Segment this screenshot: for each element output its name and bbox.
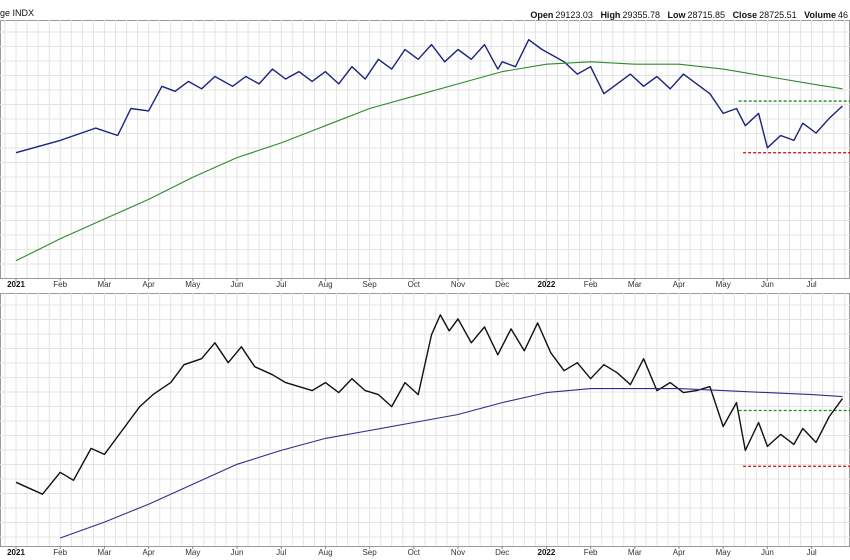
x-tick-label: May bbox=[185, 280, 200, 289]
plot-area bbox=[15, 39, 850, 262]
x-tick-label: Mar bbox=[628, 548, 642, 557]
x-tick-label: Oct bbox=[408, 548, 421, 557]
price-points bbox=[15, 39, 843, 153]
x-tick-label: Apr bbox=[673, 280, 686, 289]
ma-points bbox=[15, 61, 843, 261]
x-tick-label: May bbox=[716, 548, 731, 557]
x-tick-label: Nov bbox=[451, 548, 465, 557]
open-label: Open bbox=[530, 10, 554, 20]
x-tick-label: Apr bbox=[673, 548, 686, 557]
moving-average-line bbox=[15, 61, 843, 262]
x-tick-label: Feb bbox=[53, 548, 67, 557]
x-tick-label: Jul bbox=[276, 548, 286, 557]
x-tick-label: Sep bbox=[362, 548, 377, 557]
x-tick-label: Mar bbox=[98, 280, 112, 289]
price-points bbox=[15, 314, 843, 495]
x-tick-label: 2022 bbox=[538, 548, 556, 557]
price-line bbox=[15, 314, 844, 495]
high-label: High bbox=[600, 10, 621, 20]
x-tick-label: 2022 bbox=[538, 280, 556, 289]
x-tick-label: Feb bbox=[584, 548, 598, 557]
low-label: Low bbox=[667, 10, 686, 20]
x-tick-label: Aug bbox=[318, 548, 332, 557]
x-tick-label: Jul bbox=[276, 280, 286, 289]
x-tick-label: Jun bbox=[761, 548, 774, 557]
x-tick-label: Nov bbox=[451, 280, 465, 289]
x-tick-label: Jun bbox=[231, 548, 244, 557]
moving-average-line bbox=[60, 388, 843, 539]
x-tick-label: Feb bbox=[584, 280, 598, 289]
volume-value: 46 bbox=[837, 10, 848, 20]
upper-price-panel: 2021 Feb Mar Apr May Jun Jul Aug Sep Oct Nov Dec 202… bbox=[0, 20, 850, 289]
x-tick-label: Dec bbox=[495, 548, 509, 557]
close-value: 28725.51 bbox=[759, 10, 797, 20]
plot-area bbox=[15, 314, 850, 539]
x-tick-label: Feb bbox=[53, 280, 67, 289]
x-tick-label: Jun bbox=[761, 280, 774, 289]
vertical-gridlines bbox=[4, 293, 846, 546]
x-tick-label: Dec bbox=[495, 280, 509, 289]
ma-points bbox=[60, 388, 843, 539]
low-value: 28715.85 bbox=[687, 10, 726, 20]
price-line bbox=[15, 39, 843, 154]
x-tick-label: May bbox=[716, 280, 731, 289]
x-tick-label: Apr bbox=[142, 280, 155, 289]
x-tick-label: Sep bbox=[362, 280, 377, 289]
x-tick-label: Apr bbox=[142, 548, 155, 557]
chart-header: ge INDX Open 29123.03 High 29355.78 Low 287… bbox=[0, 0, 850, 20]
open-value: 29123.03 bbox=[555, 10, 593, 20]
symbol-title: ge INDX bbox=[0, 8, 35, 18]
lower-price-panel: 2021 Feb Mar Apr May Jun Jul Aug Sep Oct Nov Dec 202… bbox=[0, 293, 850, 557]
x-tick-label: Oct bbox=[408, 280, 421, 289]
high-value: 29355.78 bbox=[622, 10, 660, 20]
x-tick-label: Aug bbox=[318, 280, 332, 289]
x-axis-labels: 2021 Feb Mar Apr May Jun Jul Aug Sep Oct Nov Dec 202… bbox=[7, 278, 817, 289]
x-tick-label: Jul bbox=[806, 548, 816, 557]
x-tick-label: 2021 bbox=[7, 548, 25, 557]
x-tick-label: Mar bbox=[628, 280, 642, 289]
vertical-gridlines bbox=[4, 20, 846, 278]
x-tick-label: Jun bbox=[231, 280, 244, 289]
x-tick-label: May bbox=[185, 548, 200, 557]
x-axis-labels: 2021 Feb Mar Apr May Jun Jul Aug Sep Oct Nov Dec 202… bbox=[7, 546, 817, 557]
close-label: Close bbox=[732, 10, 758, 20]
x-tick-label: Mar bbox=[98, 548, 112, 557]
x-tick-label: Jul bbox=[806, 280, 816, 289]
volume-label: Volume bbox=[804, 10, 836, 20]
x-tick-label: 2021 bbox=[7, 280, 25, 289]
ohlc-readout: Open 29123.03 High 29355.78 Low 28715.85 Cl… bbox=[525, 10, 848, 20]
